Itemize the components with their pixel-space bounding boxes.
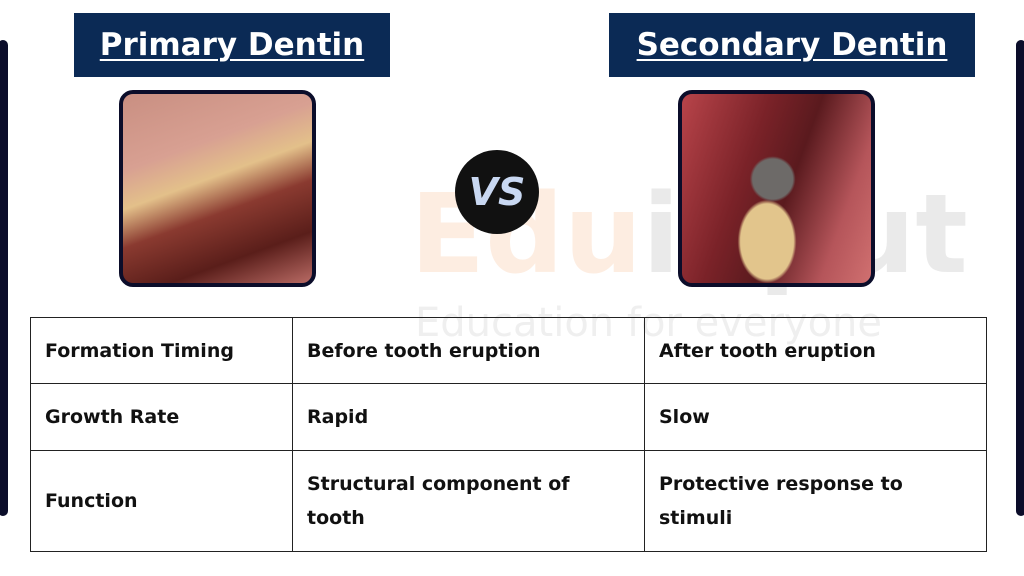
row-label: Formation Timing [30, 317, 293, 384]
vs-badge: VS [455, 150, 539, 234]
table-row: Formation Timing Before tooth eruption A… [30, 317, 987, 384]
comparison-table: Formation Timing Before tooth eruption A… [30, 317, 987, 552]
right-side-bar [1016, 40, 1024, 516]
row-label: Function [30, 450, 293, 552]
row-label: Growth Rate [30, 383, 293, 451]
secondary-cell: After tooth eruption [644, 317, 987, 384]
table-row: Growth Rate Rapid Slow [30, 383, 987, 451]
secondary-dentin-photo [678, 90, 875, 287]
primary-cell: Before tooth eruption [292, 317, 645, 384]
primary-dentin-title: Primary Dentin [74, 13, 390, 77]
primary-cell: Structural component of tooth [292, 450, 645, 552]
table-row: Function Structural component of tooth P… [30, 450, 987, 552]
left-side-bar [0, 40, 8, 516]
secondary-cell: Slow [644, 383, 987, 451]
secondary-dentin-title: Secondary Dentin [609, 13, 975, 77]
primary-dentin-photo [119, 90, 316, 287]
primary-cell: Rapid [292, 383, 645, 451]
secondary-cell: Protective response to stimuli [644, 450, 987, 552]
